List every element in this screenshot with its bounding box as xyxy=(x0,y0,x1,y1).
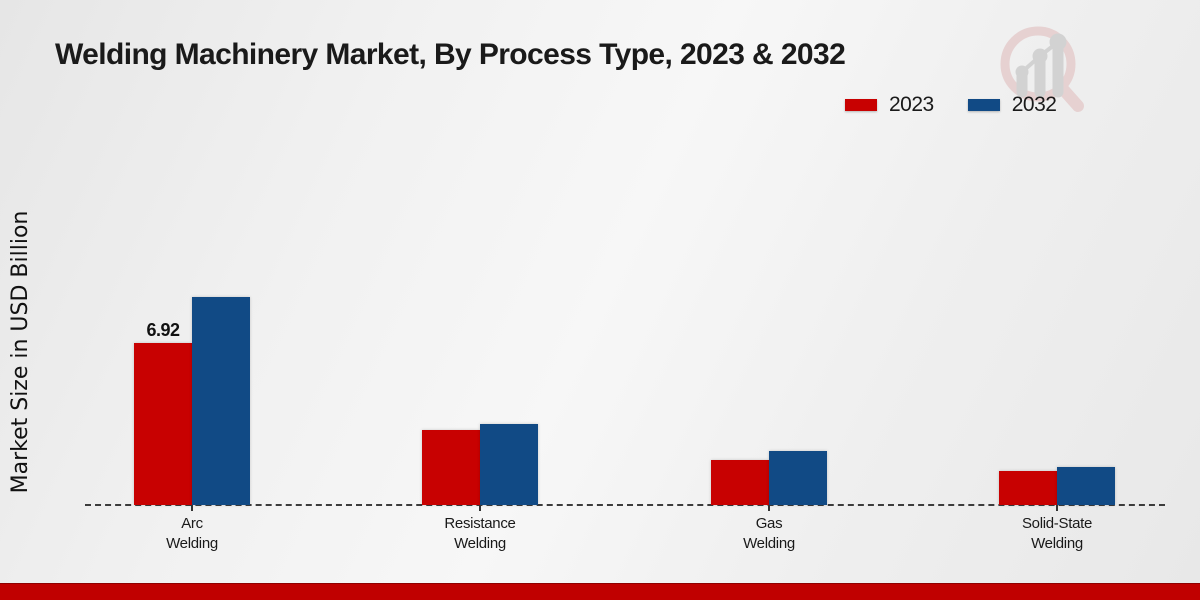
legend-label-2032: 2032 xyxy=(1011,93,1057,116)
legend-item-2032: 2032 xyxy=(967,93,1057,117)
x-tick-resistance-welding xyxy=(479,505,481,511)
bar-2023-solid-state-welding xyxy=(999,471,1057,505)
legend: 2023 2032 xyxy=(845,93,1057,117)
legend-label-2023: 2023 xyxy=(889,93,934,116)
bar-2032-gas-welding xyxy=(769,451,827,505)
chart-title: Welding Machinery Market, By Process Typ… xyxy=(55,38,846,71)
y-axis-title: Market Size in USD Billion xyxy=(8,210,33,494)
legend-item-2023: 2023 xyxy=(845,93,934,117)
x-category-label-arc-welding: Arc Welding xyxy=(166,515,218,552)
bar-2023-resistance-welding xyxy=(422,430,480,505)
bar-2023-gas-welding xyxy=(711,460,769,505)
x-tick-arc-welding xyxy=(191,505,193,511)
x-category-label-resistance-welding: Resistance Welding xyxy=(444,515,516,552)
x-tick-gas-welding xyxy=(768,505,770,511)
x-category-label-solid-state-welding: Solid-State Welding xyxy=(1021,515,1093,552)
x-tick-solid-state-welding xyxy=(1056,505,1058,511)
x-category-label-gas-welding: Gas Welding xyxy=(743,515,795,552)
bar-2032-resistance-welding xyxy=(480,424,538,505)
bar-2032-arc-welding xyxy=(192,297,250,505)
legend-swatch-2032 xyxy=(967,99,1000,111)
bar-2023-arc-welding xyxy=(134,343,192,505)
x-axis-baseline xyxy=(85,504,1165,506)
bar-2032-solid-state-welding xyxy=(1057,467,1115,505)
bar-value-label: 6.92 xyxy=(146,320,180,340)
footer-accent-bar xyxy=(0,583,1200,600)
legend-swatch-2023 xyxy=(845,99,877,111)
market-research-future-logo-icon xyxy=(1000,26,1084,112)
